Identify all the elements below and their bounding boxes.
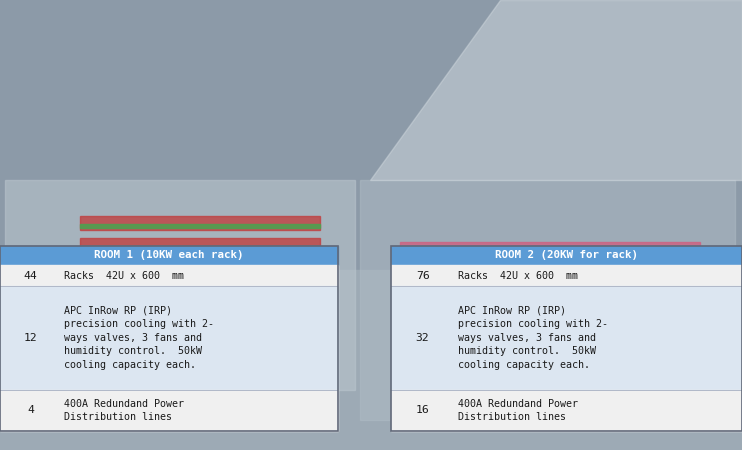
Bar bbox=[80, 326, 320, 340]
Text: 400A Redundand Power
Distribution lines: 400A Redundand Power Distribution lines bbox=[64, 399, 184, 422]
Text: 16: 16 bbox=[416, 405, 430, 415]
Bar bbox=[80, 246, 320, 250]
Bar bbox=[391, 390, 742, 431]
Bar bbox=[80, 282, 320, 296]
Text: APC InRow RP (IRP)
precision cooling with 2-
ways valves, 3 fans and
humidity co: APC InRow RP (IRP) precision cooling wit… bbox=[64, 306, 214, 370]
Bar bbox=[80, 260, 320, 274]
Text: Racks  42U x 600  mm: Racks 42U x 600 mm bbox=[458, 270, 578, 280]
Bar bbox=[0, 286, 338, 390]
Bar bbox=[391, 265, 742, 286]
Text: 76: 76 bbox=[416, 270, 430, 280]
Text: 32: 32 bbox=[416, 333, 430, 343]
Bar bbox=[5, 180, 355, 390]
Text: ROOM 2 (20KW for rack): ROOM 2 (20KW for rack) bbox=[495, 251, 638, 261]
Polygon shape bbox=[370, 0, 742, 180]
Bar bbox=[400, 302, 700, 320]
Bar bbox=[360, 180, 735, 420]
Bar bbox=[400, 242, 700, 260]
Bar bbox=[400, 362, 700, 380]
Text: Racks  42U x 600  mm: Racks 42U x 600 mm bbox=[64, 270, 184, 280]
Text: ROOM 1 (10KW each rack): ROOM 1 (10KW each rack) bbox=[94, 251, 243, 261]
Bar bbox=[80, 268, 320, 272]
Text: 12: 12 bbox=[24, 333, 37, 343]
Bar bbox=[391, 246, 742, 265]
Bar bbox=[0, 265, 338, 286]
Bar bbox=[80, 238, 320, 252]
Text: APC InRow RP (IRP)
precision cooling with 2-
ways valves, 3 fans and
humidity co: APC InRow RP (IRP) precision cooling wit… bbox=[458, 306, 608, 370]
Bar bbox=[400, 272, 700, 290]
Bar bbox=[0, 390, 338, 431]
Bar bbox=[80, 304, 320, 318]
Bar bbox=[80, 312, 320, 316]
Text: 400A Redundand Power
Distribution lines: 400A Redundand Power Distribution lines bbox=[458, 399, 578, 422]
Bar bbox=[391, 286, 742, 390]
Text: 4: 4 bbox=[27, 405, 34, 415]
Bar bbox=[80, 224, 320, 228]
Bar bbox=[80, 216, 320, 230]
Bar bbox=[80, 334, 320, 338]
Text: 44: 44 bbox=[24, 270, 37, 280]
Polygon shape bbox=[0, 270, 742, 450]
Bar bbox=[0, 246, 338, 265]
Bar bbox=[400, 332, 700, 350]
Bar bbox=[80, 290, 320, 294]
